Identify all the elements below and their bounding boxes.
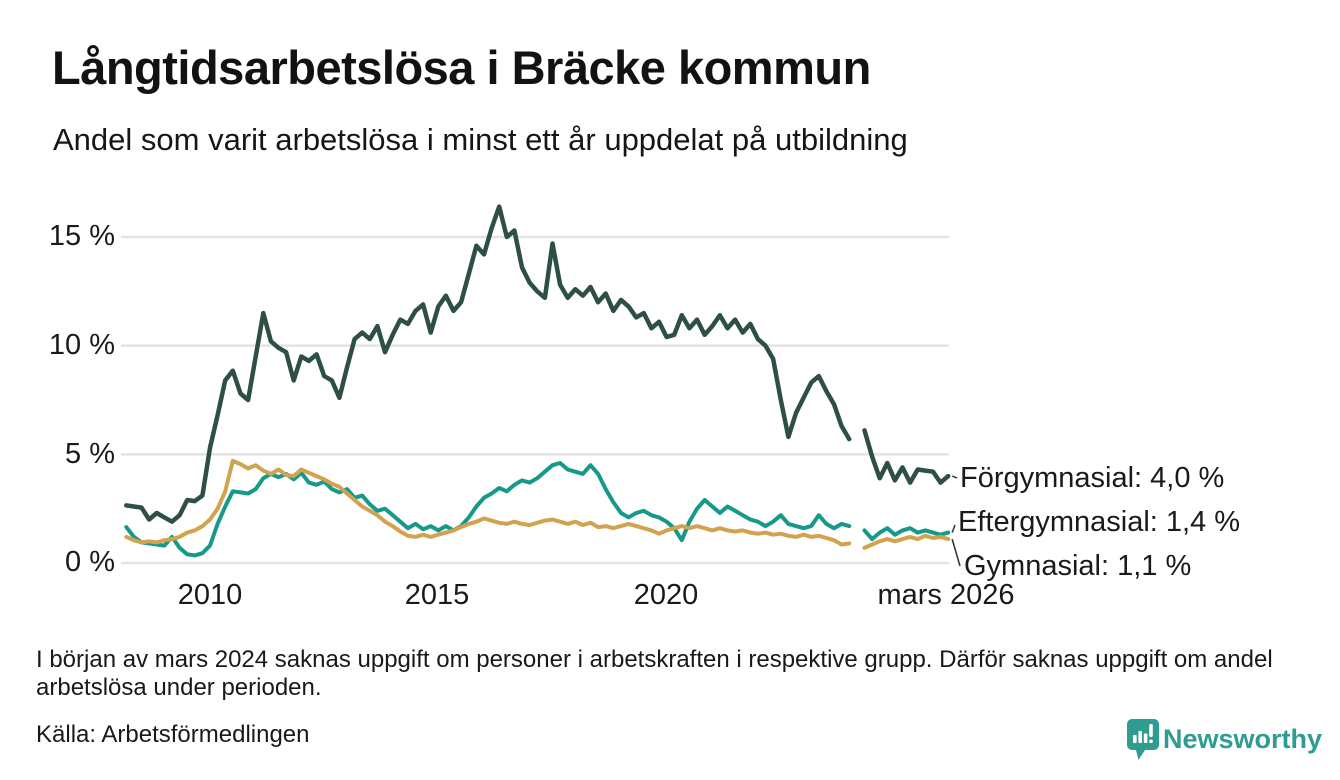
- page-subtitle: Andel som varit arbetslösa i minst ett å…: [53, 122, 908, 157]
- series-end-label-eftergymnasial: Eftergymnasial: 1,4 %: [958, 506, 1241, 538]
- series-line-gymnasial: [124, 458, 951, 550]
- series-end-label-gymnasial: Gymnasial: 1,1 %: [964, 550, 1192, 582]
- x-tick-2020: 2020: [633, 579, 699, 611]
- newsworthy-logo: Newsworthy: [1126, 718, 1326, 762]
- y-tick-10: 10 %: [48, 329, 115, 361]
- y-tick-15: 15 %: [48, 220, 115, 252]
- series-line-eftergymnasial: [124, 461, 951, 558]
- series-line-förgymnasial: [124, 204, 951, 524]
- newsworthy-logo-text: Newsworthy: [1163, 724, 1323, 754]
- label-connector-gymnasial: [951, 538, 961, 567]
- x-tick-mars-2026: mars 2026: [877, 579, 1015, 611]
- label-connector-eftergymnasial: [951, 524, 956, 533]
- y-tick-0: 0 %: [65, 546, 115, 578]
- bar-chart-speech-bubble-icon: [1127, 719, 1159, 760]
- series-end-label-forgymnasial: Förgymnasial: 4,0 %: [960, 462, 1225, 494]
- x-tick-2010: 2010: [177, 579, 243, 611]
- footnote-text: I början av mars 2024 saknas uppgift om …: [36, 646, 1273, 701]
- x-tick-2015: 2015: [404, 579, 470, 611]
- y-tick-5: 5 %: [65, 438, 115, 470]
- page-title: Långtidsarbetslösa i Bräcke kommun: [52, 41, 871, 94]
- source-text: Källa: Arbetsförmedlingen: [36, 721, 310, 748]
- label-connector-förgymnasial: [951, 475, 958, 479]
